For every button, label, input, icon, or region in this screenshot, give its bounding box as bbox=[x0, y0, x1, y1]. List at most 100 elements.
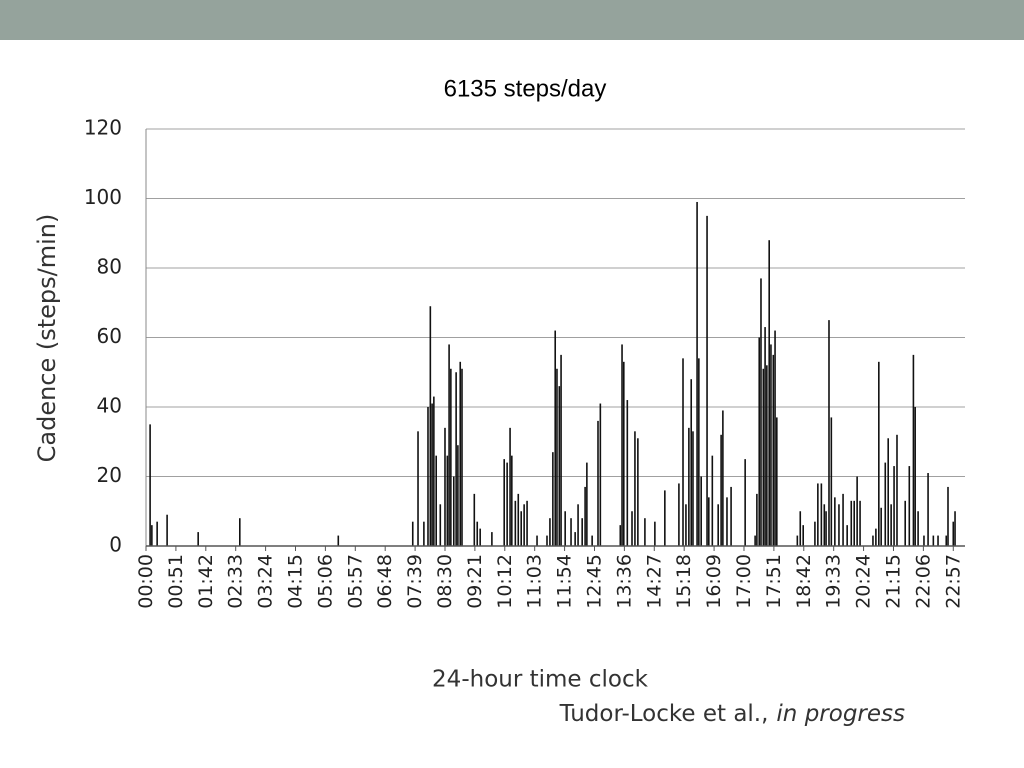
bar bbox=[626, 400, 629, 546]
bar bbox=[570, 518, 572, 546]
bar bbox=[884, 462, 887, 546]
bar bbox=[509, 427, 511, 546]
bar bbox=[558, 386, 561, 546]
bar bbox=[880, 507, 882, 546]
bar bbox=[552, 452, 554, 546]
bar bbox=[952, 521, 955, 546]
bar bbox=[586, 462, 588, 546]
header-banner bbox=[0, 0, 1024, 40]
bar bbox=[914, 407, 916, 546]
x-tick-label: 01:42 bbox=[195, 554, 217, 609]
bar bbox=[872, 535, 874, 546]
bar bbox=[756, 493, 758, 546]
bar bbox=[698, 358, 700, 546]
bar bbox=[912, 354, 915, 546]
bar bbox=[776, 417, 778, 546]
bar bbox=[549, 518, 551, 546]
bar bbox=[720, 434, 722, 546]
bar bbox=[491, 532, 493, 546]
bar bbox=[536, 535, 538, 546]
bar bbox=[908, 466, 911, 546]
x-tick-label: 05:06 bbox=[314, 554, 336, 609]
x-tick-label: 11:03 bbox=[524, 554, 546, 609]
bar bbox=[149, 424, 151, 546]
bar bbox=[859, 500, 861, 546]
bar bbox=[664, 490, 666, 546]
x-tick-label: 16:09 bbox=[703, 554, 725, 609]
bar bbox=[637, 438, 639, 546]
bar bbox=[893, 466, 895, 546]
bar bbox=[820, 483, 823, 546]
bar bbox=[560, 354, 562, 546]
bar bbox=[770, 344, 772, 546]
y-tick-label: 60 bbox=[97, 324, 122, 348]
bar bbox=[448, 344, 450, 546]
bar bbox=[690, 379, 693, 546]
bar bbox=[239, 518, 241, 546]
bar bbox=[514, 500, 517, 546]
bar bbox=[503, 459, 506, 546]
bar bbox=[584, 486, 586, 546]
bar bbox=[577, 504, 579, 546]
x-tick-label: 09:21 bbox=[464, 554, 486, 609]
bar bbox=[581, 518, 583, 546]
bar bbox=[896, 434, 898, 546]
bar bbox=[853, 500, 855, 546]
bar bbox=[591, 535, 593, 546]
bar bbox=[722, 410, 724, 546]
bar bbox=[726, 497, 728, 546]
bar bbox=[846, 525, 848, 546]
bar bbox=[772, 354, 775, 546]
bar bbox=[682, 358, 684, 546]
x-tick-label: 21:15 bbox=[882, 554, 904, 609]
x-tick-label: 03:24 bbox=[255, 554, 277, 609]
bar bbox=[411, 521, 414, 546]
x-tick-label: 20:24 bbox=[853, 554, 875, 609]
bar bbox=[429, 306, 432, 546]
bar bbox=[875, 528, 877, 546]
bar bbox=[828, 320, 830, 546]
bar bbox=[417, 431, 419, 546]
x-tick-label: 00:00 bbox=[135, 554, 157, 609]
x-tick-label: 05:57 bbox=[344, 554, 366, 609]
source: Tudor-Locke et al., in progress bbox=[559, 701, 905, 727]
bar bbox=[622, 361, 625, 546]
bar bbox=[654, 521, 656, 546]
bar bbox=[435, 455, 437, 546]
x-tick-label: 14:27 bbox=[643, 554, 665, 609]
bar bbox=[479, 528, 481, 546]
y-tick-label: 80 bbox=[97, 255, 122, 279]
bar bbox=[457, 445, 459, 546]
bar bbox=[708, 497, 710, 546]
x-tick-label: 12:45 bbox=[583, 554, 605, 609]
bar bbox=[945, 535, 948, 546]
bar bbox=[692, 431, 694, 546]
x-tick-label: 10:12 bbox=[494, 554, 516, 609]
chart-title: 6135 steps/day bbox=[444, 75, 607, 102]
x-tick-label: 07:39 bbox=[404, 554, 426, 609]
bar bbox=[554, 330, 557, 546]
y-tick-label: 20 bbox=[97, 463, 122, 487]
x-tick-label: 18:42 bbox=[793, 554, 815, 609]
y-tick-label: 100 bbox=[84, 185, 122, 209]
bar bbox=[917, 511, 919, 546]
bar bbox=[450, 368, 452, 546]
bar bbox=[564, 511, 566, 546]
bar bbox=[834, 497, 836, 546]
bar bbox=[444, 427, 446, 546]
bar bbox=[758, 337, 761, 546]
bar bbox=[814, 521, 816, 546]
x-tick-label: 11:54 bbox=[554, 554, 576, 609]
bar bbox=[452, 476, 455, 546]
x-tick-label: 17:51 bbox=[763, 554, 785, 609]
bar bbox=[151, 525, 153, 546]
bar bbox=[197, 532, 199, 546]
bar bbox=[506, 462, 508, 546]
x-tick-label: 06:48 bbox=[374, 554, 396, 609]
bar bbox=[546, 535, 548, 546]
bar bbox=[796, 535, 799, 546]
x-tick-label: 19:33 bbox=[823, 554, 845, 609]
y-tick-label: 0 bbox=[109, 533, 122, 557]
bar bbox=[954, 511, 956, 546]
